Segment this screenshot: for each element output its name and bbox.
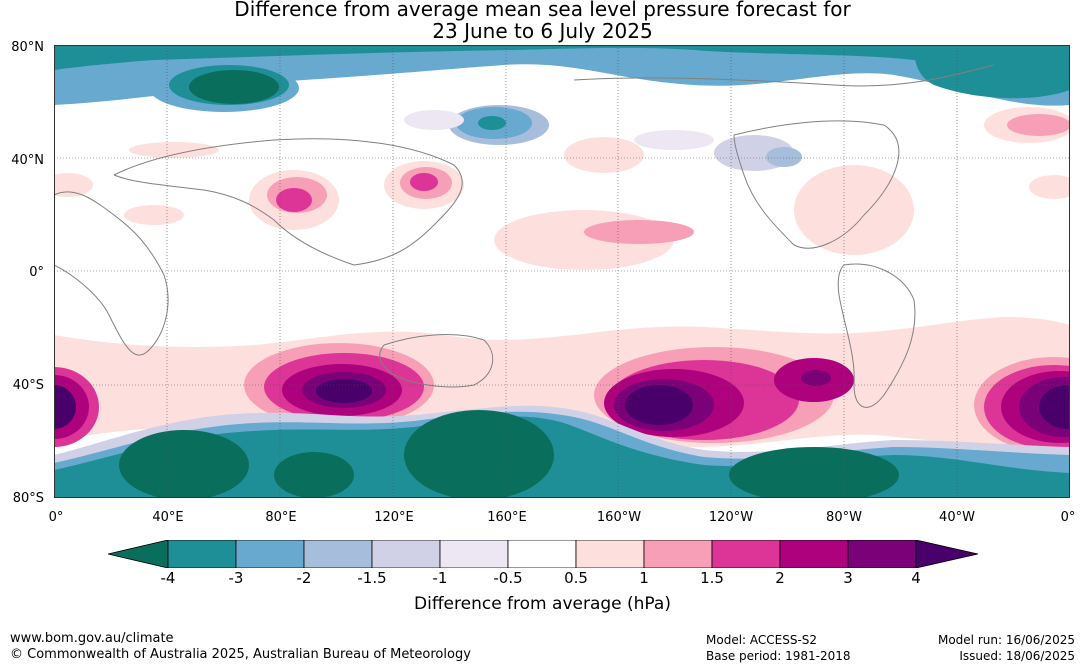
lat-label-80n: 80°N [11, 40, 44, 55]
lon-label-40e: 40°E [152, 510, 184, 525]
map-title: Difference from average mean sea level p… [0, 0, 1085, 42]
lat-label-80s: 80°S [12, 491, 44, 506]
lon-label-80e: 80°E [265, 510, 297, 525]
lat-label-40n: 40°N [11, 153, 44, 168]
colour-bar-cell [303, 540, 373, 568]
gridlines [54, 45, 1070, 498]
issued-text: Issued: 18/06/2025 [959, 649, 1075, 663]
coastlines [54, 64, 995, 408]
lon-label-160e: 160°E [487, 510, 527, 525]
colour-bar [108, 540, 978, 568]
colour-bar-tick-label: -1.5 [357, 569, 387, 587]
lat-label-0: 0° [29, 265, 44, 280]
colour-bar-tick-label: -3 [228, 569, 244, 587]
lat-label-40s: 40°S [12, 378, 44, 393]
colour-bar-cell [711, 540, 781, 568]
colour-bar-tick-label: -4 [160, 569, 176, 587]
colour-bar-cell [371, 540, 441, 568]
lon-label-160w: 160°W [596, 510, 642, 525]
colour-bar-tick-label: 1 [639, 569, 649, 587]
model-text: Model: ACCESS-S2 [706, 633, 818, 647]
colour-bar-cell [439, 540, 509, 568]
north-polar-band [54, 45, 1070, 106]
colour-bar-cell [235, 540, 305, 568]
title-line-1: Difference from average mean sea level p… [234, 0, 851, 21]
colour-bar-extend-low [108, 540, 169, 568]
colour-bar-cell [167, 540, 237, 568]
colour-bar-cell [847, 540, 917, 568]
colour-bar-cell [643, 540, 713, 568]
colour-bar-tick-label: -2 [296, 569, 312, 587]
colour-bar-tick-label: 2 [775, 569, 785, 587]
colour-bar-tick-label: 3 [843, 569, 853, 587]
lon-label-40w: 40°W [939, 510, 975, 525]
colour-bar-tick-label: 0.5 [564, 569, 588, 587]
colour-bar-tick-label: 1.5 [700, 569, 724, 587]
colour-bar-tick-label: 4 [911, 569, 921, 587]
copyright-text: © Commonwealth of Australia 2025, Austra… [10, 647, 471, 662]
lon-label-0-right: 0° [1060, 510, 1076, 525]
website-text: www.bom.gov.au/climate [10, 631, 174, 646]
colour-bar-tick-label: -1 [432, 569, 448, 587]
pressure-anomaly-map [54, 45, 1070, 498]
title-line-2: 23 June to 6 July 2025 [432, 19, 653, 43]
lon-label-0-left: 0° [48, 510, 64, 525]
base-period-text: Base period: 1981-2018 [706, 649, 851, 663]
colour-bar-cell [779, 540, 849, 568]
colour-bar-extend-high [915, 540, 978, 568]
lon-label-80w: 80°W [826, 510, 862, 525]
lon-label-120e: 120°E [374, 510, 414, 525]
colour-bar-label: Difference from average (hPa) [414, 594, 671, 614]
colour-bar-cell [507, 540, 577, 568]
colour-bar-tick-label: -0.5 [493, 569, 523, 587]
colour-bar-cell [575, 540, 645, 568]
lon-label-120w: 120°W [708, 510, 754, 525]
model-run-text: Model run: 16/06/2025 [937, 633, 1075, 647]
